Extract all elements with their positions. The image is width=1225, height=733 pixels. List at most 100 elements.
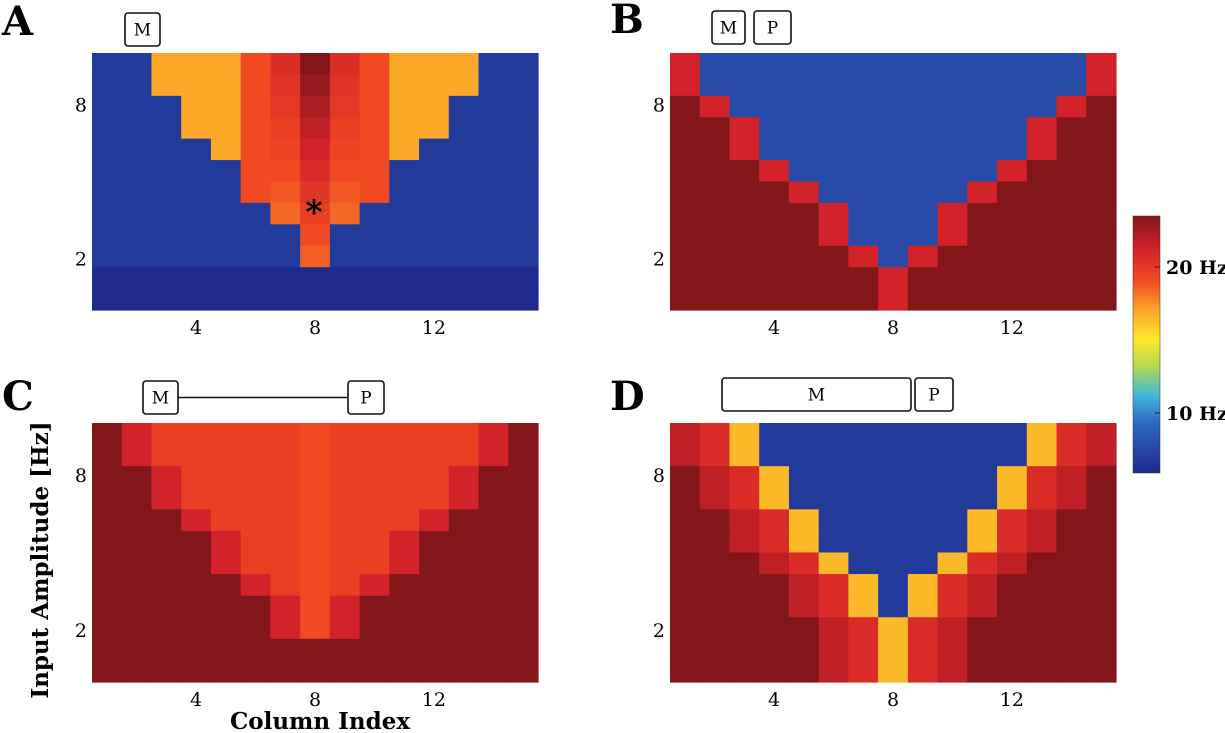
heatmap-cell (389, 423, 420, 446)
heatmap-cell (670, 574, 701, 597)
heatmap-cell (92, 245, 123, 268)
heatmap-cell (818, 638, 849, 662)
heatmap-cell (508, 53, 539, 76)
heatmap-cell (788, 595, 820, 618)
heatmap-cell (92, 53, 123, 76)
heatmap-cell (389, 267, 420, 290)
heatmap-cell (359, 530, 390, 554)
heatmap-cell (878, 117, 909, 140)
box-m-label: M (808, 386, 825, 406)
heatmap-cell (419, 595, 450, 618)
heatmap-cell (329, 53, 361, 76)
heatmap-cell (1026, 224, 1058, 247)
heatmap-cell (508, 595, 539, 618)
heatmap-cell (818, 267, 849, 290)
heatmap-cell (121, 288, 153, 311)
panel-c-letter: C (2, 373, 34, 420)
heatmap-cell (1026, 660, 1058, 683)
heatmap-cell (937, 574, 968, 597)
heatmap-cell (389, 138, 420, 161)
heatmap-cell (848, 117, 879, 140)
heatmap-cell (878, 202, 909, 225)
heatmap-cell (210, 224, 242, 247)
heatmap-cell (92, 202, 123, 225)
heatmap-cell (788, 552, 820, 575)
heatmap-cell (151, 224, 182, 247)
heatmap-cell (997, 53, 1028, 76)
heatmap-cell (181, 267, 212, 290)
heatmap-cell (997, 660, 1028, 683)
heatmap-cell (729, 552, 760, 575)
heatmap-cell (1086, 638, 1117, 662)
heatmap-cell (907, 288, 939, 311)
heatmap-cell (997, 224, 1028, 247)
heatmap-cell (210, 117, 242, 140)
heatmap-cell (788, 245, 820, 268)
heatmap-cell (818, 202, 849, 225)
heatmap-cell (270, 509, 301, 532)
heatmap-cell (270, 595, 301, 618)
heatmap-cell (92, 530, 123, 554)
heatmap-cell (967, 595, 998, 618)
heatmap-cell (997, 444, 1028, 467)
heatmap-cell (478, 530, 509, 554)
heatmap-cell (1056, 487, 1087, 510)
heatmap-cell (729, 117, 760, 140)
heatmap-cell (937, 224, 968, 247)
y-tick-label: 2 (653, 249, 665, 271)
heatmap-cell (788, 617, 820, 640)
heatmap-cell (448, 638, 480, 662)
heatmap-cell (848, 552, 879, 575)
heatmap-cell (788, 160, 820, 183)
heatmap-cell (419, 444, 450, 467)
heatmap-cell (907, 138, 939, 161)
heatmap-cell (92, 181, 123, 204)
y-tick-label: 2 (75, 620, 87, 642)
heatmap-cell (818, 444, 849, 467)
heatmap-cell (448, 509, 480, 532)
heatmap-cell (670, 617, 701, 640)
heatmap-cell (508, 117, 539, 140)
heatmap-cell (92, 224, 123, 247)
heatmap-cell (240, 617, 271, 640)
heatmap-cell (878, 638, 909, 662)
heatmap-cell (729, 288, 760, 311)
heatmap-cell (1026, 53, 1058, 76)
box-m (721, 377, 912, 412)
heatmap-cell (907, 574, 939, 597)
heatmap-cell (788, 53, 820, 76)
heatmap-cell (997, 267, 1028, 290)
heatmap-cell (419, 617, 450, 640)
heatmap-cell (270, 530, 301, 554)
heatmap-cell (818, 117, 849, 140)
heatmap-cell (329, 552, 361, 575)
heatmap-cell (788, 574, 820, 597)
heatmap-cell (1056, 595, 1087, 618)
heatmap-cell (181, 487, 212, 510)
heatmap-cell (907, 466, 939, 489)
heatmap-cell (848, 574, 879, 597)
heatmap-cell (389, 530, 420, 554)
heatmap-cell (1086, 53, 1117, 76)
heatmap-cell (419, 423, 450, 446)
heatmap-cell (121, 117, 153, 140)
heatmap-cell (151, 267, 182, 290)
heatmap-cell (1026, 638, 1058, 662)
heatmap-cell (389, 117, 420, 140)
heatmap-cell (329, 267, 361, 290)
heatmap-cell (907, 530, 939, 554)
heatmap-cell (240, 638, 271, 662)
heatmap-cell (389, 288, 420, 311)
heatmap-cell (1056, 444, 1087, 467)
heatmap-cell (1026, 530, 1058, 554)
heatmap-cell (967, 138, 998, 161)
heatmap-cell (121, 423, 153, 446)
heatmap-cell (300, 487, 331, 510)
heatmap-cell (729, 617, 760, 640)
heatmap-cell (270, 160, 301, 183)
panel-b-ticks: 4 8 12 8 2 (653, 94, 1024, 339)
heatmap-cell (151, 202, 182, 225)
heatmap-cell (967, 660, 998, 683)
heatmap-cell (759, 267, 790, 290)
